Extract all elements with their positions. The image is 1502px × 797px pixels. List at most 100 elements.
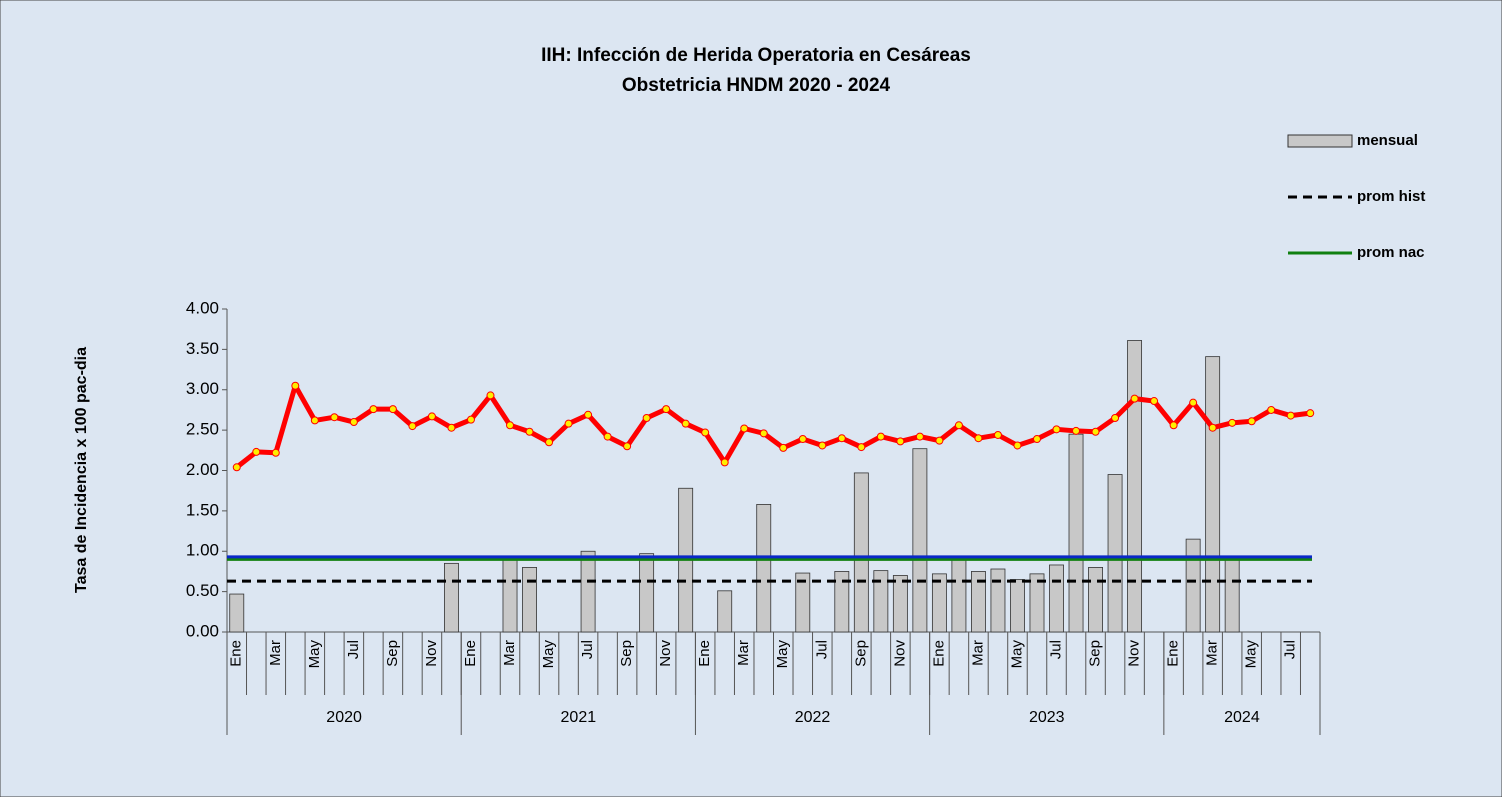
bar [1127, 340, 1143, 633]
x-tick-label: Jul [1047, 640, 1064, 659]
line-marker [1228, 418, 1237, 427]
bar [951, 558, 967, 633]
legend-label: prom hist [1357, 188, 1425, 205]
line-marker [1267, 405, 1276, 414]
bar [1068, 433, 1084, 633]
bar [444, 562, 459, 633]
line-marker [545, 438, 554, 447]
bar [873, 570, 889, 633]
x-tick-label: Jul [1282, 640, 1299, 659]
line-marker [1032, 435, 1041, 444]
bar [1205, 356, 1221, 633]
line-marker [701, 428, 710, 437]
legend-label: mensual [1357, 132, 1418, 149]
x-tick-label: Jul [579, 640, 596, 659]
line-marker [837, 434, 846, 443]
bar [1185, 538, 1201, 633]
bar [1010, 579, 1025, 633]
x-tick-label: May [306, 640, 323, 669]
line-marker [271, 448, 280, 457]
line-marker [252, 447, 261, 456]
line-marker [1169, 421, 1178, 430]
line-marker [974, 434, 983, 443]
bar [522, 567, 537, 633]
x-tick-label: Sep [1087, 640, 1104, 667]
chart-title: IIH: Infección de Herida Operatoria en C… [541, 45, 971, 66]
line-marker [681, 419, 690, 428]
legend-swatch [1287, 134, 1353, 148]
line-marker [1247, 417, 1256, 426]
line-marker [623, 442, 632, 451]
line-marker [798, 435, 807, 444]
line-marker [584, 410, 593, 419]
x-tick-label: May [1243, 640, 1260, 669]
line-marker [1052, 425, 1061, 434]
x-tick-label: Ene [696, 640, 713, 667]
y-tick-label: 3.00 [186, 379, 219, 398]
x-tick-label: Nov [423, 640, 440, 667]
line-marker [427, 412, 436, 421]
bar [717, 590, 733, 633]
line-marker [525, 427, 534, 436]
x-tick-label: Mar [501, 640, 518, 666]
line-marker [369, 405, 378, 414]
line-marker [1091, 427, 1100, 436]
bar [1224, 558, 1240, 633]
y-axis-label: Tasa de Incidencia x 100 pac-dia [73, 347, 90, 593]
line-marker [291, 381, 300, 390]
line-marker [1189, 398, 1198, 407]
bar [853, 472, 869, 633]
line-marker [915, 432, 924, 441]
line-marker [993, 430, 1002, 439]
x-tick-label: Mar [969, 640, 986, 666]
bar [892, 575, 908, 633]
x-tick-label: Mar [735, 640, 752, 666]
bar [971, 571, 986, 633]
bar [1029, 573, 1045, 633]
line-marker [876, 432, 885, 441]
y-tick-label: 0.50 [186, 581, 219, 600]
line-marker [1013, 441, 1022, 450]
line-marker [310, 416, 319, 425]
y-tick-label: 2.00 [186, 460, 219, 479]
line-marker [1306, 409, 1315, 418]
x-tick-label: Mar [267, 640, 284, 666]
line-marker [506, 421, 515, 430]
x-tick-label: Sep [384, 640, 401, 667]
line-marker [330, 413, 339, 422]
group-label: 2023 [1029, 709, 1065, 726]
bar [990, 568, 1006, 633]
bar [795, 572, 811, 633]
line-marker [603, 432, 612, 441]
x-tick-label: Sep [618, 640, 635, 667]
x-tick-label: Ene [462, 640, 479, 667]
bar [834, 571, 850, 633]
bar [502, 558, 518, 633]
bar [1107, 474, 1123, 633]
bar [756, 504, 772, 633]
line-marker [408, 422, 417, 431]
group-label: 2024 [1224, 709, 1260, 726]
line-marker [642, 414, 651, 423]
legend-label: prom nac [1357, 244, 1425, 261]
y-tick-label: 1.50 [186, 500, 219, 519]
line-marker [466, 415, 475, 424]
line-marker [388, 405, 397, 414]
x-tick-label: Sep [852, 640, 869, 667]
bar [1088, 567, 1103, 633]
x-tick-label: Ene [1165, 640, 1182, 667]
x-tick-label: Mar [1204, 640, 1221, 666]
group-label: 2022 [795, 709, 831, 726]
bar [1049, 564, 1064, 633]
line-marker [1286, 411, 1295, 420]
line-marker [954, 421, 963, 430]
line-marker [564, 419, 573, 428]
x-tick-label: May [1008, 640, 1025, 669]
group-label: 2020 [326, 709, 362, 726]
x-tick-label: Nov [657, 640, 674, 667]
bar [580, 550, 596, 633]
line-marker [486, 391, 495, 400]
